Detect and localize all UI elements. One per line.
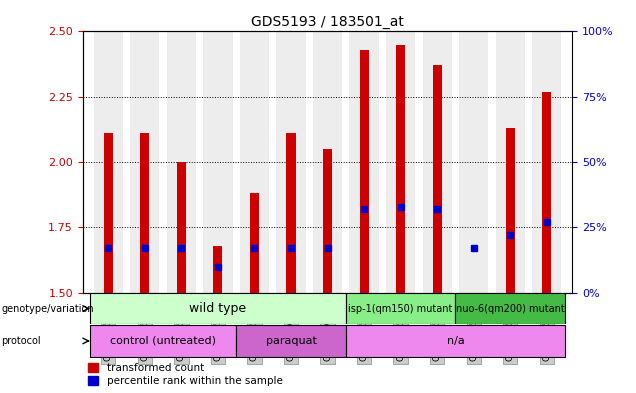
Text: genotype/variation: genotype/variation <box>1 303 94 314</box>
Bar <box>386 31 415 293</box>
Bar <box>204 31 233 293</box>
Bar <box>250 193 259 293</box>
Bar <box>323 149 332 293</box>
Text: isp-1(qm150) mutant: isp-1(qm150) mutant <box>349 303 453 314</box>
Bar <box>130 31 160 293</box>
Text: wild type: wild type <box>190 302 247 315</box>
Text: control (untreated): control (untreated) <box>110 336 216 346</box>
Bar <box>359 50 369 293</box>
Title: GDS5193 / 183501_at: GDS5193 / 183501_at <box>251 15 404 29</box>
Bar <box>506 128 515 293</box>
Bar <box>177 162 186 293</box>
Bar <box>422 31 452 293</box>
Bar <box>543 92 551 293</box>
Bar <box>213 246 223 293</box>
Bar <box>286 133 296 293</box>
Text: n/a: n/a <box>446 336 464 346</box>
Bar <box>90 325 236 357</box>
Legend: transformed count, percentile rank within the sample: transformed count, percentile rank withi… <box>88 363 282 386</box>
Bar <box>167 31 196 293</box>
Text: nuo-6(qm200) mutant: nuo-6(qm200) mutant <box>456 303 565 314</box>
Bar <box>104 133 113 293</box>
Bar <box>455 294 565 323</box>
Bar <box>349 31 378 293</box>
Bar <box>277 31 306 293</box>
Bar <box>93 31 123 293</box>
Bar <box>532 31 562 293</box>
Bar <box>396 44 405 293</box>
Bar <box>236 325 346 357</box>
Bar <box>346 325 565 357</box>
Bar <box>495 31 525 293</box>
Bar <box>90 294 346 323</box>
Bar <box>432 65 442 293</box>
Bar <box>141 133 149 293</box>
Bar <box>346 294 455 323</box>
Bar <box>313 31 342 293</box>
Bar <box>240 31 269 293</box>
Text: paraquat: paraquat <box>266 336 317 346</box>
Text: protocol: protocol <box>1 336 41 346</box>
Bar <box>459 31 488 293</box>
